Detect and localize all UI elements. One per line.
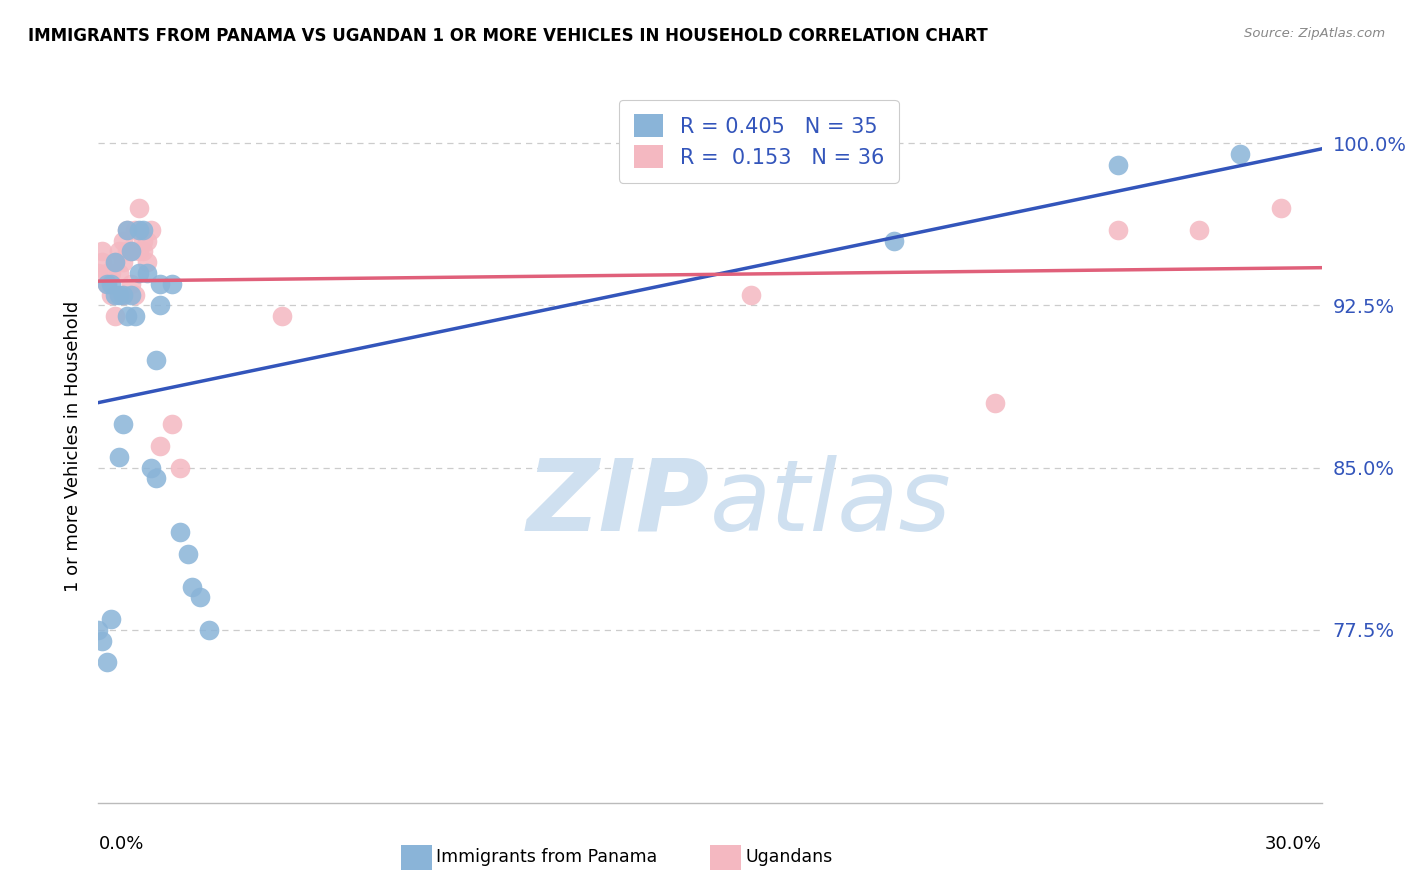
Point <box>132 234 155 248</box>
Point <box>141 223 163 237</box>
Point <box>197 623 219 637</box>
Point <box>111 234 134 248</box>
Point <box>124 223 146 237</box>
Point <box>115 244 138 259</box>
Y-axis label: 1 or more Vehicles in Household: 1 or more Vehicles in Household <box>63 301 82 591</box>
Point <box>149 277 172 291</box>
Point <box>91 633 114 648</box>
Point <box>111 255 134 269</box>
Text: IMMIGRANTS FROM PANAMA VS UGANDAN 1 OR MORE VEHICLES IN HOUSEHOLD CORRELATION CH: IMMIGRANTS FROM PANAMA VS UGANDAN 1 OR M… <box>28 27 988 45</box>
Point <box>128 266 150 280</box>
Point <box>120 244 142 259</box>
Point <box>104 255 127 269</box>
Legend: R = 0.405   N = 35, R =  0.153   N = 36: R = 0.405 N = 35, R = 0.153 N = 36 <box>619 100 898 183</box>
Point <box>120 287 142 301</box>
Point <box>108 287 131 301</box>
Point <box>108 266 131 280</box>
Text: Ugandans: Ugandans <box>745 848 832 866</box>
Point <box>1270 201 1292 215</box>
Point <box>104 310 127 324</box>
Point <box>181 580 204 594</box>
Text: ZIP: ZIP <box>527 455 710 551</box>
Point <box>100 266 122 280</box>
Point <box>128 223 150 237</box>
Point <box>740 287 762 301</box>
Point <box>1188 223 1211 237</box>
Point <box>100 287 122 301</box>
Point <box>96 277 118 291</box>
Point <box>132 244 155 259</box>
Point <box>160 417 183 432</box>
Point <box>96 277 118 291</box>
Point <box>91 255 114 269</box>
Point <box>1107 223 1129 237</box>
Point <box>91 244 114 259</box>
Point <box>115 223 138 237</box>
Point <box>96 655 118 669</box>
Point <box>115 310 138 324</box>
Point <box>120 244 142 259</box>
Point <box>87 623 110 637</box>
Point <box>169 525 191 540</box>
Point <box>145 352 167 367</box>
Point <box>984 396 1007 410</box>
Point <box>149 439 172 453</box>
Point <box>108 244 131 259</box>
Point <box>111 287 134 301</box>
Point <box>141 460 163 475</box>
Point <box>124 287 146 301</box>
Text: Source: ZipAtlas.com: Source: ZipAtlas.com <box>1244 27 1385 40</box>
Point <box>270 310 294 324</box>
Point <box>104 287 127 301</box>
Point <box>145 471 167 485</box>
Text: 0.0%: 0.0% <box>98 835 143 854</box>
Point <box>104 255 127 269</box>
Point <box>136 255 159 269</box>
Point <box>1107 158 1129 172</box>
Point <box>160 277 183 291</box>
Point <box>188 591 212 605</box>
Point <box>100 612 122 626</box>
Point <box>132 223 155 237</box>
Point <box>149 298 172 312</box>
Point <box>883 234 905 248</box>
Point <box>136 266 159 280</box>
Point <box>1229 147 1251 161</box>
Point <box>111 287 134 301</box>
Point <box>108 450 131 464</box>
Point <box>100 277 122 291</box>
Point <box>111 417 134 432</box>
Point <box>124 310 146 324</box>
Point <box>136 234 159 248</box>
Point <box>177 547 200 561</box>
Text: atlas: atlas <box>710 455 952 551</box>
Text: Immigrants from Panama: Immigrants from Panama <box>436 848 657 866</box>
Point <box>128 244 150 259</box>
Point <box>96 266 118 280</box>
Point <box>128 201 150 215</box>
Point <box>115 223 138 237</box>
Point <box>169 460 191 475</box>
Point <box>87 266 110 280</box>
Point <box>120 277 142 291</box>
Text: 30.0%: 30.0% <box>1265 835 1322 854</box>
